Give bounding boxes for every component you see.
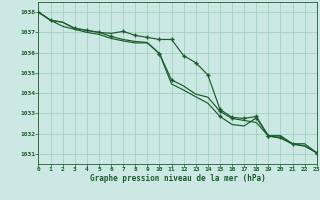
X-axis label: Graphe pression niveau de la mer (hPa): Graphe pression niveau de la mer (hPa) xyxy=(90,174,266,183)
